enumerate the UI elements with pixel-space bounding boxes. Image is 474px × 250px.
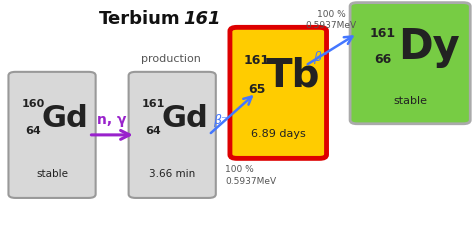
FancyBboxPatch shape [230,27,327,158]
Text: Terbium: Terbium [99,10,181,28]
Text: 64: 64 [146,126,161,136]
Text: 64: 64 [25,126,41,136]
Text: 161: 161 [244,54,270,67]
Text: 3.66 min: 3.66 min [149,169,195,179]
Text: β⁻: β⁻ [213,114,228,126]
Text: 160: 160 [21,99,45,109]
Text: 6.89 days: 6.89 days [251,129,306,139]
Text: production: production [141,54,201,64]
Text: 100 %
0.5937MeV: 100 % 0.5937MeV [306,10,357,30]
Text: β⁻: β⁻ [313,50,328,64]
Text: Dy: Dy [398,26,460,68]
Text: Gd: Gd [162,104,209,133]
Text: stable: stable [393,96,427,106]
Text: 161: 161 [183,10,220,28]
Text: Gd: Gd [42,104,89,133]
Text: Tb: Tb [266,56,320,94]
FancyBboxPatch shape [350,2,470,124]
Text: 161: 161 [142,99,165,109]
FancyBboxPatch shape [9,72,96,198]
Text: 161: 161 [370,27,396,40]
FancyBboxPatch shape [128,72,216,198]
Text: 66: 66 [374,53,391,66]
Text: 100 %
0.5937MeV: 100 % 0.5937MeV [225,165,276,186]
Text: 65: 65 [248,83,265,96]
Text: n, γ: n, γ [98,113,127,127]
Text: stable: stable [36,169,68,179]
